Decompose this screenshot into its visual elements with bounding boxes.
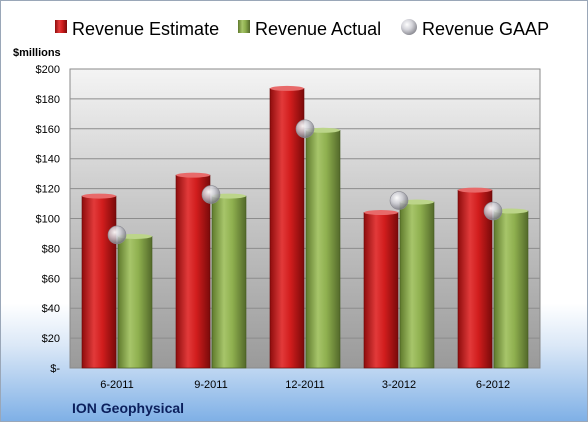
bar-top-estimate [458,187,492,193]
x-tick-label: 12-2011 [285,379,325,391]
bar-revenue-actual [399,201,435,369]
y-tick-label: $200 [36,64,60,76]
y-tick-label: $20 [42,333,60,345]
y-tick-label: $100 [36,214,60,226]
bar-revenue-estimate [363,212,399,369]
bar-top-actual [118,233,152,239]
legend-swatch-actual [238,20,250,33]
y-tick-label: $40 [42,303,60,315]
point-revenue-gaap [295,119,315,139]
bar-top-actual [212,193,246,199]
x-tick-label: 9-2011 [194,379,227,391]
bar-revenue-actual [211,195,247,369]
legend-label-actual: Revenue Actual [255,19,381,39]
company-label: ION Geophysical [72,400,184,416]
x-axis-ticks: 6-2011 9-2011 12-2011 3-2012 6-2012 [100,379,510,391]
bar-revenue-actual [305,129,341,369]
point-revenue-gaap [201,185,221,204]
bar-revenue-estimate [81,195,117,369]
legend-swatch-gaap [401,19,417,35]
legend-label-gaap: Revenue GAAP [422,19,549,39]
bar-top-actual [400,199,434,205]
y-tick-label: $60 [42,273,60,285]
bar-revenue-estimate [175,174,211,369]
bar-top-actual [494,208,528,214]
bar-top-estimate [270,85,304,91]
y-tick-label: $- [50,363,60,375]
point-revenue-gaap [107,225,127,245]
y-tick-label: $180 [36,94,60,106]
y-tick-label: $80 [42,243,60,255]
x-tick-label: 3-2012 [382,379,416,391]
x-tick-label: 6-2012 [476,379,510,391]
bar-revenue-actual [493,210,529,369]
point-revenue-gaap [483,201,503,221]
y-tick-label: $140 [36,154,60,166]
bar-top-estimate [176,172,210,178]
x-tick-label: 6-2011 [100,379,133,391]
y-axis-unit-label: $millions [13,47,61,59]
y-axis-ticks: $- $20 $40 $60 $80 $100 $120 $140 $160 $180 $200 [36,64,61,375]
point-revenue-gaap [389,191,409,210]
bar-top-actual [306,127,340,133]
legend-swatch-estimate [55,20,67,33]
y-tick-label: $160 [36,124,60,136]
bar-top-estimate [82,193,116,199]
legend: Revenue Estimate Revenue Actual Revenue … [55,19,549,39]
y-tick-label: $120 [36,184,60,196]
gaap-points [107,119,503,245]
legend-label-estimate: Revenue Estimate [72,19,219,39]
bar-top-estimate [364,210,398,216]
bar-revenue-estimate [457,189,493,369]
bar-revenue-actual [117,236,153,369]
bars [81,85,529,369]
